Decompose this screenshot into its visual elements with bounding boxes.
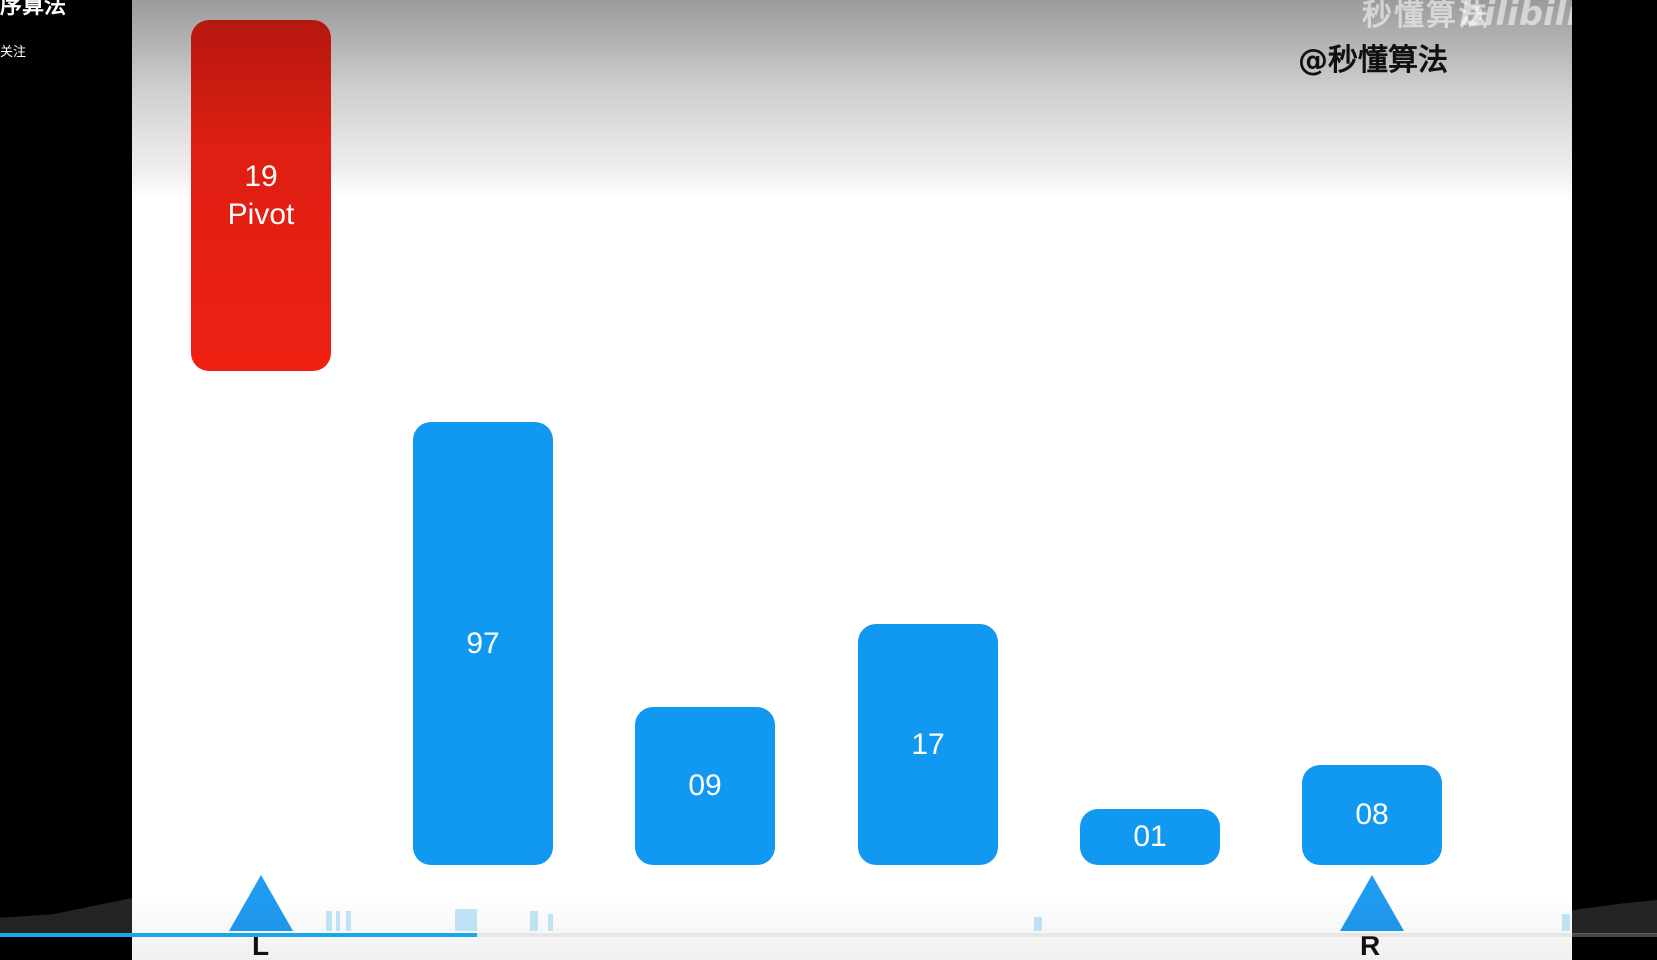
heatmap-tick [530, 911, 538, 931]
heatmap-wave [0, 898, 132, 934]
array-bar: 08 [1302, 765, 1442, 865]
array-bar: 17 [858, 624, 998, 865]
heatmap-tick [548, 914, 553, 931]
heatmap-tick [336, 911, 340, 931]
right-pointer-triangle-icon [1340, 875, 1404, 931]
right-pointer-label: R [1360, 930, 1381, 960]
pivot-bar: 19 Pivot [191, 20, 331, 371]
array-bar: 09 [635, 707, 775, 865]
heatmap-wave [1572, 900, 1657, 934]
follow-button[interactable]: 关注 [0, 45, 27, 60]
bar-value: 01 [1133, 820, 1167, 853]
progress-fill [0, 933, 478, 937]
bar-value: 17 [911, 727, 945, 761]
watermark-text: 秒懂算法 [1362, 0, 1490, 33]
array-bar: 97 [413, 422, 553, 865]
channel-title: 序算法 [0, 0, 67, 19]
heatmap-tick [346, 911, 351, 931]
heatmap-tick [1562, 914, 1570, 931]
heatmap-tick [326, 911, 332, 931]
bar-value: 09 [688, 769, 722, 802]
bilibili-logo-icon: bilibili [1459, 0, 1572, 34]
heatmap-tick [1034, 917, 1042, 931]
video-frame[interactable]: 秒懂算法 bilibili @秒懂算法 19 Pivot 97 09 17 01… [132, 0, 1572, 960]
bar-value: 97 [466, 626, 500, 660]
pivot-label: Pivot [227, 197, 295, 231]
array-bar: 01 [1080, 809, 1220, 865]
pivot-value: 19 [244, 159, 278, 193]
left-pointer-triangle-icon [229, 875, 293, 931]
bar-value: 08 [1355, 798, 1389, 831]
left-pointer-label: L [252, 930, 270, 960]
heatmap-tick [455, 909, 477, 931]
channel-tag: @秒懂算法 [1298, 43, 1448, 78]
progress-bar[interactable] [0, 933, 1657, 937]
